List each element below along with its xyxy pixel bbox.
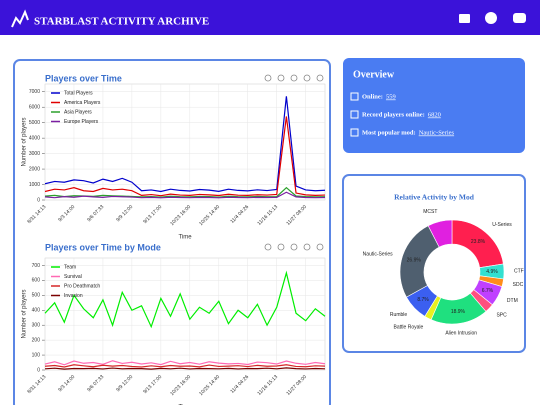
y-tick-label: 0 bbox=[37, 367, 40, 373]
legend-label: Pro Deathmatch bbox=[64, 283, 100, 289]
site-title[interactable]: STARBLAST ACTIVITY ARCHIVE bbox=[34, 16, 209, 28]
series-line bbox=[44, 191, 326, 199]
slice-name-label: Battle Royale bbox=[394, 324, 424, 330]
slice-name-label: MCST bbox=[423, 209, 437, 215]
overview-card bbox=[343, 58, 525, 153]
overview-title: Overview bbox=[353, 69, 395, 80]
series-line bbox=[44, 367, 326, 370]
chart-title: Players over Time by Mode bbox=[45, 242, 161, 252]
legend-label: Total Players bbox=[64, 90, 93, 96]
slice-name-label: DTM bbox=[507, 298, 518, 304]
chart-title: Players over Time bbox=[45, 73, 122, 83]
legend-label: Europe Players bbox=[64, 119, 99, 125]
toolbar-zoom[interactable] bbox=[277, 74, 285, 82]
plot-area bbox=[44, 257, 326, 371]
slice-value-label: 26.9% bbox=[407, 258, 422, 264]
toolbar-move[interactable] bbox=[264, 243, 272, 251]
slice-value-label: 8.7% bbox=[417, 297, 429, 303]
overview-label: Record players online: bbox=[362, 111, 425, 118]
y-tick-label: 200 bbox=[32, 337, 41, 343]
chart-title: Relative Activity by Mod bbox=[394, 193, 475, 202]
y-tick-label: 2000 bbox=[29, 166, 40, 172]
donut-slice[interactable] bbox=[427, 219, 453, 248]
toolbar-move[interactable] bbox=[264, 74, 272, 82]
toolbar-zoom-out[interactable] bbox=[303, 74, 311, 82]
series-line bbox=[44, 364, 326, 368]
y-tick-label: 600 bbox=[32, 278, 41, 284]
slice-name-label: Nautic-Series bbox=[363, 251, 394, 257]
slice-value-label: 18.9% bbox=[451, 309, 466, 315]
legend-label: Team bbox=[64, 264, 76, 270]
series-line bbox=[44, 270, 326, 329]
y-tick-label: 3000 bbox=[29, 151, 40, 157]
y-tick-label: 700 bbox=[32, 263, 41, 269]
overview-label: Online: bbox=[362, 93, 383, 100]
slice-value-label: 6.7% bbox=[482, 288, 494, 294]
y-tick-label: 6000 bbox=[29, 105, 40, 111]
overview-icon bbox=[350, 92, 359, 101]
y-tick-label: 500 bbox=[32, 293, 41, 299]
y-axis-title: Number of players bbox=[22, 117, 28, 166]
slice-name-label: Rumble bbox=[390, 312, 407, 318]
y-tick-label: 1000 bbox=[29, 182, 40, 188]
overview-icon bbox=[350, 128, 359, 137]
y-tick-label: 100 bbox=[32, 352, 41, 358]
slice-name-label: U-Series bbox=[492, 222, 512, 228]
overview-icon bbox=[350, 110, 359, 119]
slice-name-label: CTF bbox=[514, 269, 524, 275]
toolbar-zoom-out[interactable] bbox=[303, 243, 311, 251]
slice-name-label: SPC bbox=[496, 313, 507, 319]
y-tick-label: 300 bbox=[32, 323, 41, 329]
toolbar-zoom[interactable] bbox=[277, 243, 285, 251]
toolbar-zoom-in[interactable] bbox=[290, 243, 298, 251]
slice-name-label: Alien Intrusion bbox=[445, 331, 477, 337]
toolbar-reset[interactable] bbox=[316, 74, 324, 82]
legend-label: Survival bbox=[64, 274, 82, 280]
toolbar-zoom-in[interactable] bbox=[290, 74, 298, 82]
github-icon[interactable] bbox=[485, 12, 497, 24]
y-tick-label: 7000 bbox=[29, 89, 40, 95]
y-tick-label: 5000 bbox=[29, 120, 40, 126]
series-line bbox=[44, 116, 326, 197]
series-line bbox=[44, 96, 326, 193]
y-tick-label: 0 bbox=[37, 197, 40, 203]
legend-label: Asia Players bbox=[64, 109, 92, 115]
slice-value-label: 4.9% bbox=[486, 269, 498, 275]
discord-icon[interactable] bbox=[513, 13, 526, 23]
slice-name-label: SDC bbox=[513, 282, 524, 288]
overview-value[interactable]: Nautic-Series bbox=[419, 129, 455, 136]
overview-label: Most popular mod: bbox=[362, 129, 416, 136]
x-axis-title: Time bbox=[178, 235, 192, 241]
toolbar-reset[interactable] bbox=[316, 243, 324, 251]
folder-icon[interactable] bbox=[459, 14, 470, 23]
series-line bbox=[44, 360, 326, 366]
header-bar bbox=[0, 0, 540, 35]
y-tick-label: 400 bbox=[32, 308, 41, 314]
overview-value[interactable]: 6820 bbox=[428, 111, 441, 118]
y-tick-label: 4000 bbox=[29, 135, 40, 141]
y-axis-title: Number of players bbox=[22, 289, 28, 338]
overview-value[interactable]: 559 bbox=[386, 93, 396, 100]
legend-label: Invasion bbox=[64, 293, 83, 299]
logo[interactable] bbox=[11, 9, 29, 28]
slice-value-label: 23.8% bbox=[471, 239, 486, 245]
legend-label: America Players bbox=[64, 100, 101, 106]
